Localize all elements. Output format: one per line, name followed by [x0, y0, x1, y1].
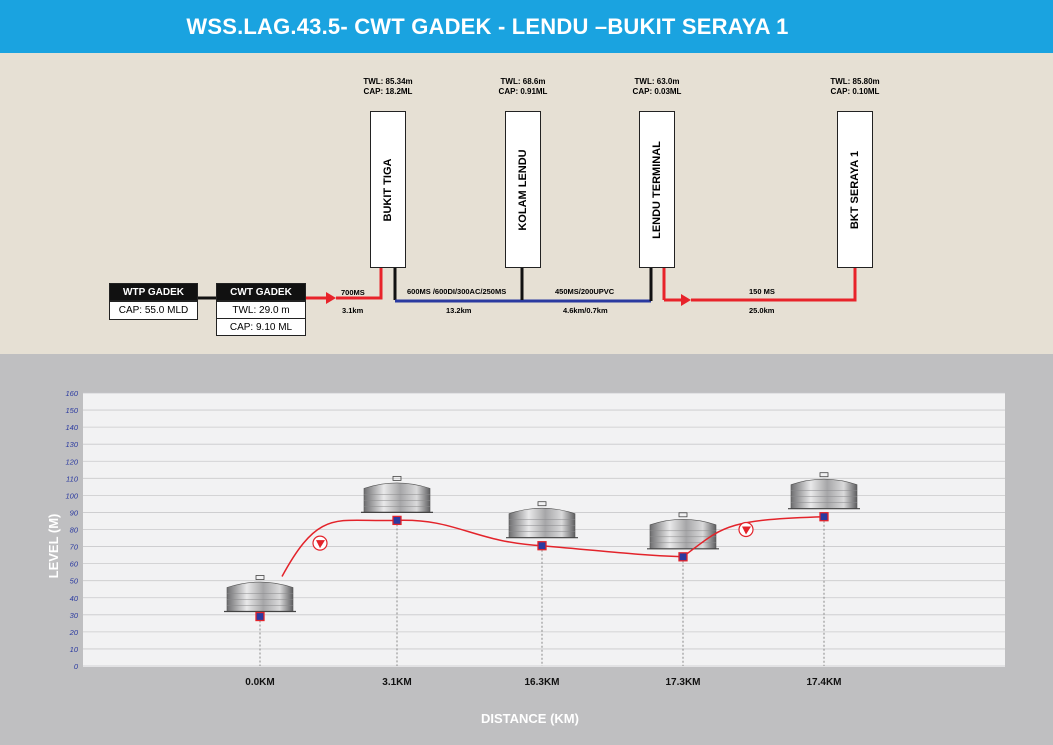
tank-icon — [788, 472, 860, 510]
cwt-twl: TWL: 29.0 m — [216, 301, 306, 319]
x-tick-labels: 0.0KM 3.1KM 16.3KM 17.3KM 17.4KM — [245, 677, 841, 688]
y-tick-label: 150 — [65, 406, 78, 415]
reservoir-twl: TWL: 68.6m — [500, 77, 546, 86]
reservoir-capacity: CAP: 0.03ML — [632, 87, 682, 96]
schematic-panel: WTP GADEK CAP: 55.0 MLD CWT GADEK TWL: 2… — [0, 53, 1053, 354]
tank-body — [226, 581, 294, 612]
y-tick-label: 30 — [70, 611, 79, 620]
y-tick-labels: 0 10 20 30 40 50 60 70 80 90 100 110 120 130 140 150 160 — [65, 389, 78, 671]
reservoir-info-bukit-tiga: TWL: 85.34m CAP: 18.2ML — [343, 77, 433, 97]
y-tick-label: 50 — [70, 577, 79, 586]
tank-vent — [392, 475, 402, 481]
pipe-spec: 150 MS — [749, 287, 775, 296]
reservoir-lendu-terminal: LENDU TERMINAL — [639, 111, 675, 268]
y-tick-label: 110 — [66, 474, 79, 483]
y-tick-label: 120 — [65, 457, 78, 466]
reservoir-twl: TWL: 85.34m — [363, 77, 413, 86]
pipe-length: 25.0km — [749, 306, 775, 315]
data-point — [678, 552, 688, 562]
profile-panel: 0 10 20 30 40 50 60 70 80 90 100 110 120 130 140 150 160… — [0, 354, 1053, 745]
tank-vent — [678, 512, 688, 518]
data-point — [392, 515, 402, 526]
pump-icon — [312, 535, 328, 551]
data-point — [819, 512, 829, 522]
tank-vent — [537, 501, 547, 507]
reservoir-info-bkt-seraya: TWL: 85.80m CAP: 0.10ML — [810, 77, 900, 97]
y-tick-label: 40 — [70, 594, 79, 603]
reservoir-name: KOLAM LENDU — [517, 148, 529, 231]
pipe-spec: 700MS — [341, 288, 365, 297]
reservoir-name: BKT SERAYA 1 — [849, 150, 861, 229]
y-tick-label: 130 — [65, 440, 78, 449]
pump-triangle — [316, 540, 325, 549]
reservoir-kolam-lendu: KOLAM LENDU — [505, 111, 541, 268]
tank-icon — [506, 501, 578, 539]
data-point — [255, 611, 265, 622]
y-tick-label: 20 — [69, 628, 79, 637]
y-tick-label: 0 — [74, 662, 79, 671]
x-tick-label: 0.0KM — [245, 677, 274, 688]
pump-icon — [738, 521, 754, 538]
tank-icon — [647, 512, 719, 550]
y-tick-label: 80 — [70, 526, 79, 535]
tank-body — [508, 507, 576, 539]
wtp-name: WTP GADEK — [109, 283, 198, 301]
reservoir-capacity: CAP: 0.91ML — [498, 87, 548, 96]
reservoir-name: LENDU TERMINAL — [651, 140, 663, 239]
reservoir-capacity: CAP: 0.10ML — [830, 87, 880, 96]
y-tick-label: 140 — [65, 423, 78, 432]
page-header: WSS.LAG.43.5- CWT GADEK - LENDU –BUKIT S… — [0, 0, 1053, 53]
reservoir-info-kolam-lendu: TWL: 68.6m CAP: 0.91ML — [478, 77, 568, 97]
tank-body — [649, 519, 717, 550]
cwt-capacity: CAP: 9.10 ML — [216, 318, 306, 336]
y-tick-label: 10 — [70, 645, 79, 654]
pipe-length: 4.6km/0.7km — [563, 306, 608, 315]
data-points — [255, 512, 829, 622]
pump-arrow-2 — [681, 294, 691, 306]
y-tick-label: 100 — [65, 491, 78, 500]
y-tick-label: 70 — [70, 543, 79, 552]
tank-vent — [255, 575, 265, 580]
y-tick-label: 60 — [70, 560, 79, 569]
cwt-name: CWT GADEK — [216, 283, 306, 301]
y-tick-label: 90 — [70, 508, 79, 517]
reservoir-name: BUKIT TIGA — [382, 158, 394, 221]
wtp-capacity: CAP: 55.0 MLD — [109, 301, 198, 320]
reservoir-capacity: CAP: 18.2ML — [363, 87, 413, 96]
pump-triangle — [742, 526, 751, 535]
tank-vent — [819, 472, 829, 478]
y-axis-label: LEVEL (M) — [46, 514, 61, 579]
pipe-spec: 600MS /600DI/300AC/250MS — [407, 287, 507, 296]
tank-body — [790, 478, 858, 510]
reservoir-bkt-seraya: BKT SERAYA 1 — [837, 111, 873, 268]
tank-icon — [361, 475, 433, 513]
x-tick-label: 3.1KM — [382, 677, 411, 688]
x-tick-label: 17.3KM — [665, 677, 700, 688]
page-title: WSS.LAG.43.5- CWT GADEK - LENDU –BUKIT S… — [186, 14, 789, 39]
reservoir-twl: TWL: 63.0m — [634, 77, 680, 86]
tank-icon — [224, 575, 296, 613]
tank-body — [363, 482, 431, 513]
data-point — [537, 541, 547, 551]
pipe-spec: 450MS/200UPVC — [555, 287, 615, 296]
pipe-length: 3.1km — [342, 306, 364, 315]
level-profile-chart: 0 10 20 30 40 50 60 70 80 90 100 110 120 130 140 150 160… — [46, 389, 1005, 726]
pipe-length: 13.2km — [446, 306, 472, 315]
drop-lines — [259, 516, 825, 666]
y-tick-label: 160 — [65, 389, 78, 398]
pump-icons — [312, 521, 754, 551]
tank-markers — [224, 472, 860, 613]
pump-arrow-1 — [326, 292, 336, 304]
reservoir-bukit-tiga: BUKIT TIGA — [370, 111, 406, 268]
x-tick-label: 16.3KM — [524, 677, 559, 688]
x-axis-label: DISTANCE (KM) — [481, 711, 579, 726]
reservoir-twl: TWL: 85.80m — [830, 77, 880, 86]
x-tick-label: 17.4KM — [806, 677, 841, 688]
reservoir-info-lendu-terminal: TWL: 63.0m CAP: 0.03ML — [612, 77, 702, 97]
